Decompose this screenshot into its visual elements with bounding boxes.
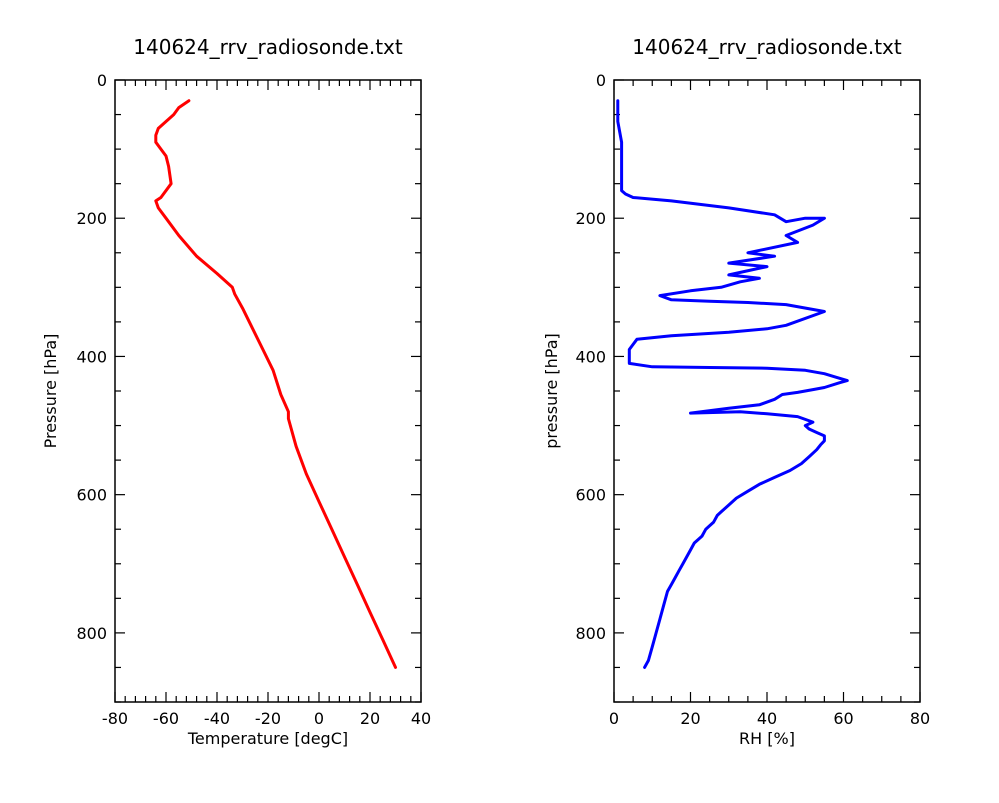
temperature-x-axis-label: Temperature [degC] xyxy=(187,729,348,748)
temperature-x-tick-label: 0 xyxy=(314,709,324,728)
rh-y-tick-label: 0 xyxy=(596,71,606,90)
temperature-chart-title: 140624_rrv_radiosonde.txt xyxy=(133,35,403,59)
rh-x-tick-label: 0 xyxy=(609,709,619,728)
temperature-x-tick-label: -20 xyxy=(255,709,281,728)
rh-y-tick-label: 400 xyxy=(575,347,606,366)
rh-y-tick-label: 800 xyxy=(575,624,606,643)
temperature-x-tick-label: 20 xyxy=(360,709,380,728)
temperature-x-tick-label: 40 xyxy=(411,709,431,728)
rh-chart-title: 140624_rrv_radiosonde.txt xyxy=(632,35,902,59)
rh-x-axis-label: RH [%] xyxy=(739,729,795,748)
temperature-axes-frame xyxy=(114,79,422,703)
rh-x-tick-label: 80 xyxy=(910,709,930,728)
temperature-panel: 140624_rrv_radiosonde.txt -80 -60 -40 -20 0 20… xyxy=(41,35,431,748)
rh-x-tick-label: 40 xyxy=(757,709,777,728)
temperature-y-tick-label: 0 xyxy=(97,71,107,90)
rh-y-tick-label: 200 xyxy=(575,209,606,228)
rh-x-tick-label: 60 xyxy=(833,709,853,728)
rh-profile-line xyxy=(616,99,849,669)
temperature-x-tick-label: -80 xyxy=(102,709,128,728)
temperature-y-tick-label: 200 xyxy=(76,209,107,228)
temperature-y-tick-label: 600 xyxy=(76,486,107,505)
temperature-y-tick-label: 800 xyxy=(76,624,107,643)
temperature-y-tick-label: 400 xyxy=(76,347,107,366)
rh-x-tick-label: 20 xyxy=(680,709,700,728)
temperature-x-tick-label: -40 xyxy=(204,709,230,728)
temperature-y-axis-label: Pressure [hPa] xyxy=(41,334,60,449)
temperature-x-tick-label: -60 xyxy=(153,709,179,728)
rh-axes-frame xyxy=(613,79,921,703)
rh-y-axis-label: pressure [hPa] xyxy=(542,333,561,449)
temperature-profile-line xyxy=(154,99,397,669)
rh-y-tick-label: 600 xyxy=(575,486,606,505)
